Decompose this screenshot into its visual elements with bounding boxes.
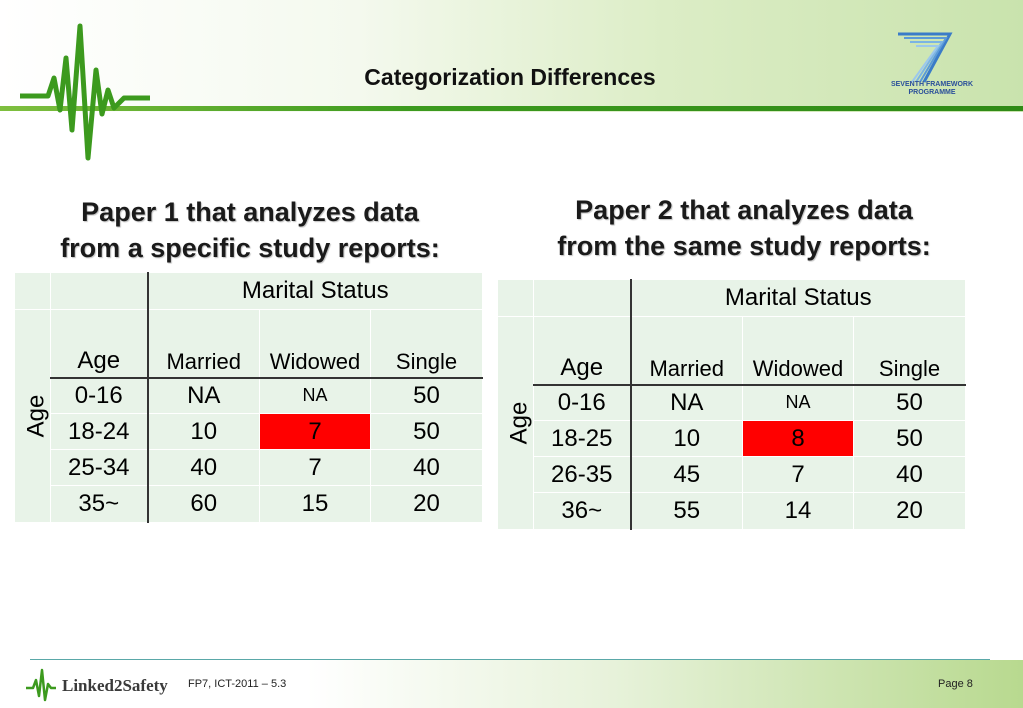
data-cell: 50: [853, 420, 966, 457]
table-row: 26-35 45 7 40: [498, 456, 966, 493]
column-header-married: Married: [147, 309, 260, 379]
data-cell: 50: [853, 384, 966, 421]
corner-cell: [533, 279, 632, 317]
age-header: Age: [533, 316, 632, 386]
table-row: Age Age Married Widowed Single: [497, 316, 966, 530]
age-header: Age: [50, 309, 149, 379]
column-header-single: Single: [853, 316, 966, 386]
data-cell: NA: [630, 384, 743, 421]
footer-band: [0, 660, 1023, 708]
age-cell: 0-16: [533, 384, 632, 421]
data-cell: NA: [259, 377, 371, 414]
paper-1-table: Marital Status Age Age Married Widowed S…: [14, 272, 483, 523]
data-cell: 10: [630, 420, 743, 457]
data-cell: 7: [742, 456, 854, 493]
table-row: 0-16 NA NA 50: [498, 384, 966, 421]
data-cell: 15: [259, 485, 371, 523]
table-row: Marital Status: [497, 279, 966, 317]
side-label: Age: [22, 394, 50, 438]
header-divider: [0, 106, 1023, 111]
paper-2-heading: Paper 2 that analyzes data from the same…: [505, 192, 983, 264]
table-row: Age Age Married Widowed Single: [14, 309, 483, 523]
data-cell: NA: [742, 384, 854, 421]
side-label: Age: [505, 401, 533, 445]
column-header-widowed: Widowed: [742, 316, 854, 386]
data-cell: 7: [259, 449, 371, 486]
age-cell: 0-16: [50, 377, 149, 414]
corner-cell: [50, 272, 149, 310]
highlighted-data-cell: 8: [742, 420, 854, 457]
table-row: 0-16 NA NA 50: [15, 377, 483, 414]
column-header-widowed: Widowed: [259, 309, 371, 379]
data-cell: 60: [147, 485, 260, 523]
slide-title: Categorization Differences: [364, 64, 656, 90]
table-row: 25-34 40 7 40: [15, 449, 483, 486]
footer-program: FP7, ICT-2011 – 5.3: [188, 678, 287, 690]
footer-heartbeat-icon: [26, 668, 56, 702]
data-cell: 40: [147, 449, 260, 486]
data-cell: 50: [370, 377, 483, 414]
paper-1-heading-line-2: from a specific study reports:: [60, 233, 440, 263]
paper-1-heading: Paper 1 that analyzes data from a specif…: [10, 194, 490, 266]
table-row: 36~ 55 14 20: [498, 492, 966, 530]
age-cell: 35~: [50, 485, 149, 523]
corner-cell: [14, 272, 51, 310]
age-cell: 18-24: [50, 413, 149, 450]
side-label-cell: Age: [497, 316, 534, 530]
table-row: 18-25 10 8 50: [498, 420, 966, 457]
side-label-cell: Age: [14, 309, 51, 523]
paper-2-heading-line-1: Paper 2 that analyzes data: [575, 195, 913, 225]
age-cell: 25-34: [50, 449, 149, 486]
group-header: Marital Status: [147, 272, 483, 310]
fp7-seven-logo-icon: [898, 32, 953, 83]
data-cell: 20: [853, 492, 966, 530]
table-row: 18-24 10 7 50: [15, 413, 483, 450]
data-cell: 14: [742, 492, 854, 530]
table-row: 35~ 60 15 20: [15, 485, 483, 523]
data-cell: 20: [370, 485, 483, 523]
fp7-caption: SEVENTH FRAMEWORK PROGRAMME: [884, 81, 980, 97]
page-number: Page 8: [938, 678, 973, 690]
footer-divider: [30, 659, 990, 660]
paper-1-heading-line-1: Paper 1 that analyzes data: [81, 197, 419, 227]
header-band: [0, 0, 1023, 112]
data-cell: 10: [147, 413, 260, 450]
age-cell: 26-35: [533, 456, 632, 493]
corner-cell: [497, 279, 534, 317]
paper-2-table: Marital Status Age Age Married Widowed S…: [497, 279, 966, 530]
footer-brand: Linked2Safety: [62, 676, 168, 695]
column-header-married: Married: [630, 316, 743, 386]
column-header-single: Single: [370, 309, 483, 379]
fp7-caption-line-1: SEVENTH FRAMEWORK: [890, 81, 974, 88]
highlighted-data-cell: 7: [259, 413, 371, 450]
data-cell: 45: [630, 456, 743, 493]
paper-2-heading-line-2: from the same study reports:: [557, 231, 931, 261]
age-cell: 18-25: [533, 420, 632, 457]
table-row: Marital Status: [14, 272, 483, 310]
data-cell: 40: [370, 449, 483, 486]
data-cell: NA: [147, 377, 260, 414]
fp7-caption-line-2: PROGRAMME: [908, 89, 956, 96]
group-header: Marital Status: [630, 279, 966, 317]
age-cell: 36~: [533, 492, 632, 530]
data-cell: 40: [853, 456, 966, 493]
data-cell: 55: [630, 492, 743, 530]
heartbeat-logo-icon: [20, 23, 150, 161]
data-cell: 50: [370, 413, 483, 450]
